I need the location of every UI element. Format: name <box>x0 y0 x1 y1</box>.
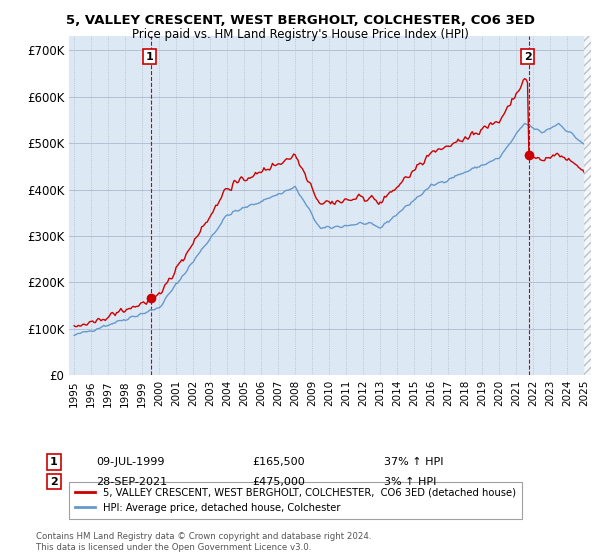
Text: 3% ↑ HPI: 3% ↑ HPI <box>384 477 436 487</box>
Text: 5, VALLEY CRESCENT, WEST BERGHOLT, COLCHESTER, CO6 3ED: 5, VALLEY CRESCENT, WEST BERGHOLT, COLCH… <box>65 14 535 27</box>
Text: £165,500: £165,500 <box>252 457 305 467</box>
Text: Price paid vs. HM Land Registry's House Price Index (HPI): Price paid vs. HM Land Registry's House … <box>131 28 469 41</box>
Text: £475,000: £475,000 <box>252 477 305 487</box>
Legend: 5, VALLEY CRESCENT, WEST BERGHOLT, COLCHESTER,  CO6 3ED (detached house), HPI: A: 5, VALLEY CRESCENT, WEST BERGHOLT, COLCH… <box>69 482 522 519</box>
Text: 1: 1 <box>50 457 58 467</box>
Text: 09-JUL-1999: 09-JUL-1999 <box>96 457 164 467</box>
Text: 28-SEP-2021: 28-SEP-2021 <box>96 477 167 487</box>
Text: 1: 1 <box>146 52 154 62</box>
Text: 2: 2 <box>50 477 58 487</box>
Text: 2: 2 <box>524 52 532 62</box>
Text: 37% ↑ HPI: 37% ↑ HPI <box>384 457 443 467</box>
Text: Contains HM Land Registry data © Crown copyright and database right 2024.
This d: Contains HM Land Registry data © Crown c… <box>36 532 371 552</box>
